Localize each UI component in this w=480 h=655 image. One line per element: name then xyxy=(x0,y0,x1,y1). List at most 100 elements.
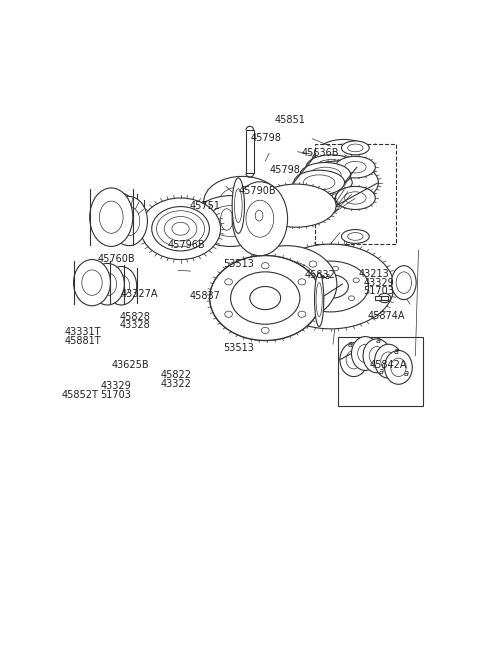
Text: 51703: 51703 xyxy=(364,286,395,297)
Ellipse shape xyxy=(172,222,189,235)
Ellipse shape xyxy=(141,198,221,259)
Text: 43329: 43329 xyxy=(364,278,395,288)
Text: 45790B: 45790B xyxy=(238,185,276,196)
Ellipse shape xyxy=(210,255,321,341)
Ellipse shape xyxy=(164,217,197,241)
Ellipse shape xyxy=(318,140,369,164)
Ellipse shape xyxy=(219,187,265,217)
Ellipse shape xyxy=(90,263,124,305)
Ellipse shape xyxy=(293,261,369,312)
Ellipse shape xyxy=(256,184,336,227)
Ellipse shape xyxy=(276,310,279,313)
Text: 43322: 43322 xyxy=(160,379,191,388)
Ellipse shape xyxy=(302,290,308,295)
Text: 45828: 45828 xyxy=(120,312,151,322)
Ellipse shape xyxy=(328,144,360,159)
Ellipse shape xyxy=(294,170,345,195)
Ellipse shape xyxy=(313,274,348,299)
Ellipse shape xyxy=(336,187,375,210)
Text: a: a xyxy=(376,336,381,345)
Text: 45760B: 45760B xyxy=(97,253,135,264)
Ellipse shape xyxy=(110,198,144,244)
Ellipse shape xyxy=(232,182,288,255)
Ellipse shape xyxy=(353,278,360,282)
Ellipse shape xyxy=(163,215,199,242)
Bar xyxy=(246,130,254,174)
Ellipse shape xyxy=(90,188,133,246)
Ellipse shape xyxy=(331,178,346,187)
Text: a: a xyxy=(394,347,399,356)
Ellipse shape xyxy=(267,244,394,329)
Ellipse shape xyxy=(262,263,269,269)
Text: 43329: 43329 xyxy=(100,381,131,391)
Ellipse shape xyxy=(374,345,402,378)
Text: 43213: 43213 xyxy=(358,269,389,279)
Ellipse shape xyxy=(369,346,384,365)
Ellipse shape xyxy=(106,267,137,305)
Text: 45842A: 45842A xyxy=(370,360,407,369)
Ellipse shape xyxy=(259,263,263,265)
Text: 45874A: 45874A xyxy=(368,310,405,321)
Ellipse shape xyxy=(73,259,110,306)
Text: 45832: 45832 xyxy=(304,271,336,280)
Text: 43327A: 43327A xyxy=(120,290,157,299)
Text: 45822: 45822 xyxy=(160,370,191,380)
Ellipse shape xyxy=(250,286,281,310)
Ellipse shape xyxy=(152,206,209,251)
Text: 45636B: 45636B xyxy=(301,148,339,159)
Text: 53513: 53513 xyxy=(223,259,254,269)
Ellipse shape xyxy=(341,141,369,155)
Ellipse shape xyxy=(117,209,136,233)
Ellipse shape xyxy=(316,160,347,175)
Ellipse shape xyxy=(225,311,232,317)
Ellipse shape xyxy=(348,144,363,152)
Ellipse shape xyxy=(100,193,137,242)
Ellipse shape xyxy=(324,175,352,190)
Ellipse shape xyxy=(98,272,117,295)
Ellipse shape xyxy=(232,178,244,233)
Ellipse shape xyxy=(322,152,353,167)
Ellipse shape xyxy=(298,279,306,285)
Ellipse shape xyxy=(321,275,324,278)
Ellipse shape xyxy=(309,261,317,267)
Ellipse shape xyxy=(99,201,123,233)
Ellipse shape xyxy=(348,233,363,240)
Text: 45798: 45798 xyxy=(251,133,282,143)
Text: 45796B: 45796B xyxy=(168,240,205,250)
Ellipse shape xyxy=(358,345,373,363)
Ellipse shape xyxy=(225,279,232,285)
Ellipse shape xyxy=(323,302,329,307)
Ellipse shape xyxy=(118,206,140,236)
Ellipse shape xyxy=(256,261,318,307)
Bar xyxy=(315,144,396,244)
Ellipse shape xyxy=(234,189,242,223)
Ellipse shape xyxy=(391,358,406,377)
Ellipse shape xyxy=(340,343,368,377)
Ellipse shape xyxy=(109,204,129,231)
Text: 45852T: 45852T xyxy=(61,390,98,400)
Ellipse shape xyxy=(156,211,204,247)
Ellipse shape xyxy=(341,229,369,244)
Ellipse shape xyxy=(255,210,263,221)
Ellipse shape xyxy=(113,275,130,296)
Ellipse shape xyxy=(303,175,335,190)
Ellipse shape xyxy=(351,337,379,371)
Ellipse shape xyxy=(396,272,411,293)
Text: a: a xyxy=(378,367,384,376)
Ellipse shape xyxy=(316,283,322,316)
Text: 43625B: 43625B xyxy=(112,360,149,369)
Ellipse shape xyxy=(207,206,254,236)
Text: 43331T: 43331T xyxy=(64,327,101,337)
Ellipse shape xyxy=(192,196,269,246)
Ellipse shape xyxy=(221,209,233,231)
Ellipse shape xyxy=(307,272,313,277)
Text: 45798: 45798 xyxy=(269,166,300,176)
Ellipse shape xyxy=(392,266,416,299)
Ellipse shape xyxy=(363,339,391,373)
Text: 45751: 45751 xyxy=(190,200,221,211)
Text: 45851: 45851 xyxy=(275,115,306,125)
Text: a: a xyxy=(348,340,352,348)
Ellipse shape xyxy=(345,192,366,204)
Ellipse shape xyxy=(299,161,378,204)
Ellipse shape xyxy=(384,350,412,384)
